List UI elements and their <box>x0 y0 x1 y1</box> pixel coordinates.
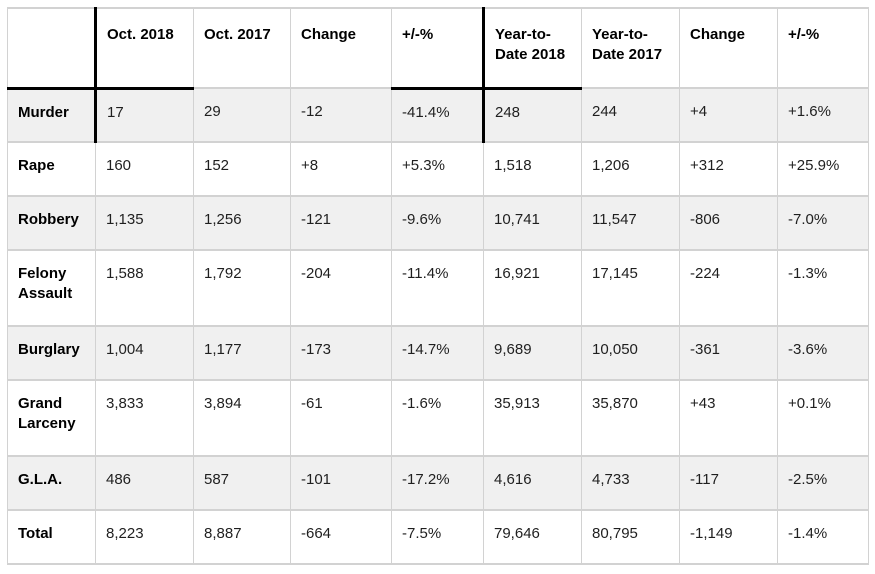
cell: 8,223 <box>95 509 194 565</box>
cell: -9.6% <box>391 195 484 251</box>
cell: 152 <box>193 141 291 197</box>
cell: +8 <box>290 141 392 197</box>
col-header-ytd-2017: Year-to-Date 2017 <box>581 7 680 89</box>
cell: +25.9% <box>777 141 869 197</box>
cell: 16,921 <box>483 249 582 327</box>
cell: +43 <box>679 379 778 457</box>
cell: 10,050 <box>581 325 680 381</box>
cell: 1,206 <box>581 141 680 197</box>
cell: -7.0% <box>777 195 869 251</box>
table-row-total: Total 8,223 8,887 -664 -7.5% 79,646 80,7… <box>7 509 869 565</box>
row-label: Robbery <box>7 195 96 251</box>
cell: 79,646 <box>483 509 582 565</box>
cell: 9,689 <box>483 325 582 381</box>
cell: -11.4% <box>391 249 484 327</box>
cell: 1,135 <box>95 195 194 251</box>
col-header-oct-2017: Oct. 2017 <box>193 7 291 89</box>
header-row: Oct. 2018 Oct. 2017 Change +/-% Year-to-… <box>7 7 869 90</box>
cell: -61 <box>290 379 392 457</box>
cell: 1,518 <box>483 141 582 197</box>
cell: 8,887 <box>193 509 291 565</box>
cell: -2.5% <box>777 455 869 511</box>
cell: 17,145 <box>581 249 680 327</box>
cell: -1.3% <box>777 249 869 327</box>
cell: -664 <box>290 509 392 565</box>
cell: -204 <box>290 249 392 327</box>
cell: 4,733 <box>581 455 680 511</box>
cell: -7.5% <box>391 509 484 565</box>
cell: 1,004 <box>95 325 194 381</box>
cell: 11,547 <box>581 195 680 251</box>
cell: 29 <box>193 87 291 143</box>
cell: 244 <box>581 87 680 143</box>
cell: +0.1% <box>777 379 869 457</box>
cell: -361 <box>679 325 778 381</box>
col-header-change-ytd: Change <box>679 7 778 89</box>
row-label: Murder <box>7 87 96 143</box>
cell: -101 <box>290 455 392 511</box>
table-row-felony-assault: Felony Assault 1,588 1,792 -204 -11.4% 1… <box>7 249 869 327</box>
cell: 3,833 <box>95 379 194 457</box>
cell: -1.4% <box>777 509 869 565</box>
cell: -12 <box>290 87 392 143</box>
table-row-rape: Rape 160 152 +8 +5.3% 1,518 1,206 +312 +… <box>7 141 869 197</box>
cell: -17.2% <box>391 455 484 511</box>
cell: +312 <box>679 141 778 197</box>
cell: -173 <box>290 325 392 381</box>
crime-stats-table: Oct. 2018 Oct. 2017 Change +/-% Year-to-… <box>7 7 869 565</box>
cell: -1,149 <box>679 509 778 565</box>
cell: 1,256 <box>193 195 291 251</box>
cell: +4 <box>679 87 778 143</box>
cell: 35,913 <box>483 379 582 457</box>
cell: +1.6% <box>777 87 869 143</box>
cell: 17 <box>94 87 194 143</box>
cell: 4,616 <box>483 455 582 511</box>
col-header-empty <box>7 7 96 90</box>
cell: 1,177 <box>193 325 291 381</box>
cell: 1,792 <box>193 249 291 327</box>
cell: -121 <box>290 195 392 251</box>
col-header-oct-2018: Oct. 2018 <box>94 7 194 90</box>
cell: 587 <box>193 455 291 511</box>
cell: +5.3% <box>391 141 484 197</box>
table-row-grand-larceny: Grand Larceny 3,833 3,894 -61 -1.6% 35,9… <box>7 379 869 457</box>
cell: -14.7% <box>391 325 484 381</box>
cell: 80,795 <box>581 509 680 565</box>
cell: -41.4% <box>391 87 484 143</box>
col-header-pct-ytd: +/-% <box>777 7 869 89</box>
row-label: Total <box>7 509 96 565</box>
row-label: Rape <box>7 141 96 197</box>
cell: -224 <box>679 249 778 327</box>
cell: 248 <box>482 87 582 143</box>
table-row-burglary: Burglary 1,004 1,177 -173 -14.7% 9,689 1… <box>7 325 869 381</box>
cell: 160 <box>95 141 194 197</box>
cell: -3.6% <box>777 325 869 381</box>
cell: -117 <box>679 455 778 511</box>
cell: 35,870 <box>581 379 680 457</box>
cell: 486 <box>95 455 194 511</box>
cell: -806 <box>679 195 778 251</box>
table-row-gla: G.L.A. 486 587 -101 -17.2% 4,616 4,733 -… <box>7 455 869 511</box>
row-label: G.L.A. <box>7 455 96 511</box>
col-header-ytd-2018: Year-to-Date 2018 <box>482 7 582 90</box>
col-header-change-month: Change <box>290 7 392 89</box>
table-row-robbery: Robbery 1,135 1,256 -121 -9.6% 10,741 11… <box>7 195 869 251</box>
col-header-pct-month: +/-% <box>391 7 484 90</box>
cell: 1,588 <box>95 249 194 327</box>
row-label: Burglary <box>7 325 96 381</box>
cell: 10,741 <box>483 195 582 251</box>
cell: 3,894 <box>193 379 291 457</box>
row-label: Grand Larceny <box>7 379 96 457</box>
table-row-murder: Murder 17 29 -12 -41.4% 248 244 +4 +1.6% <box>7 87 869 143</box>
cell: -1.6% <box>391 379 484 457</box>
row-label: Felony Assault <box>7 249 96 327</box>
